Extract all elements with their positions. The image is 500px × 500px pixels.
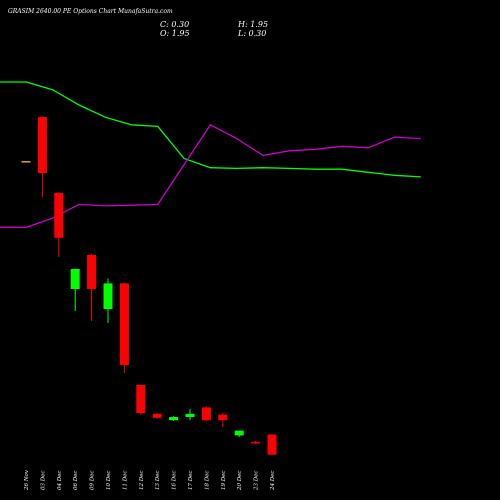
candle-body — [169, 417, 179, 421]
x-tick-label: 24 Dec — [270, 471, 276, 492]
open-value: O: 1.95 — [160, 29, 190, 38]
candle-body — [152, 413, 162, 418]
x-tick-label: 16 Dec — [172, 471, 178, 491]
candle-body — [234, 430, 244, 436]
candle-body — [185, 413, 195, 417]
candle-body — [54, 193, 64, 238]
chart-title: GRASIM 2640.00 PE Options Chart MunafaSu… — [8, 8, 173, 15]
candle-body — [103, 283, 113, 309]
candle-body — [201, 407, 211, 421]
candle-body — [136, 385, 146, 413]
low-value: L: 0.30 — [238, 29, 267, 38]
x-tick-label: 06 Dec — [73, 471, 79, 491]
x-tick-label: 18 Dec — [204, 471, 210, 491]
x-tick-label: 20 Dec — [237, 471, 243, 492]
x-tick-label: 09 Dec — [90, 471, 96, 491]
x-tick-label: 04 Dec — [57, 471, 63, 491]
candlesticks — [21, 116, 277, 455]
candle-body — [70, 269, 80, 289]
x-tick-label: 23 Dec — [254, 471, 260, 492]
ema-lines — [0, 81, 421, 228]
x-tick-label: 11 Dec — [122, 471, 128, 491]
x-tick-label: 26 Nov — [24, 469, 30, 491]
x-tick-label: 17 Dec — [188, 471, 194, 491]
candle-body — [218, 414, 228, 421]
x-tick-label: 03 Dec — [40, 471, 46, 491]
candle-body — [119, 283, 129, 365]
close-value: C: 0.30 — [160, 20, 190, 29]
candle-body — [251, 441, 261, 444]
x-tick-label: 19 Dec — [221, 471, 227, 491]
ema-green-line — [0, 81, 421, 178]
x-tick-label: 10 Dec — [106, 471, 112, 491]
ema-magenta-line — [0, 123, 421, 228]
x-tick-label: 12 Dec — [139, 471, 145, 491]
high-value: H: 1.95 — [238, 20, 269, 29]
candle-body — [87, 255, 97, 289]
x-axis-labels: 26 Nov 03 Dec 04 Dec 06 Dec 09 Dec 10 Dec 11 D… — [24, 469, 276, 491]
candle-body — [37, 117, 47, 173]
candle-body — [267, 434, 277, 455]
candle-body — [21, 161, 31, 163]
x-tick-label: 13 Dec — [155, 471, 161, 491]
